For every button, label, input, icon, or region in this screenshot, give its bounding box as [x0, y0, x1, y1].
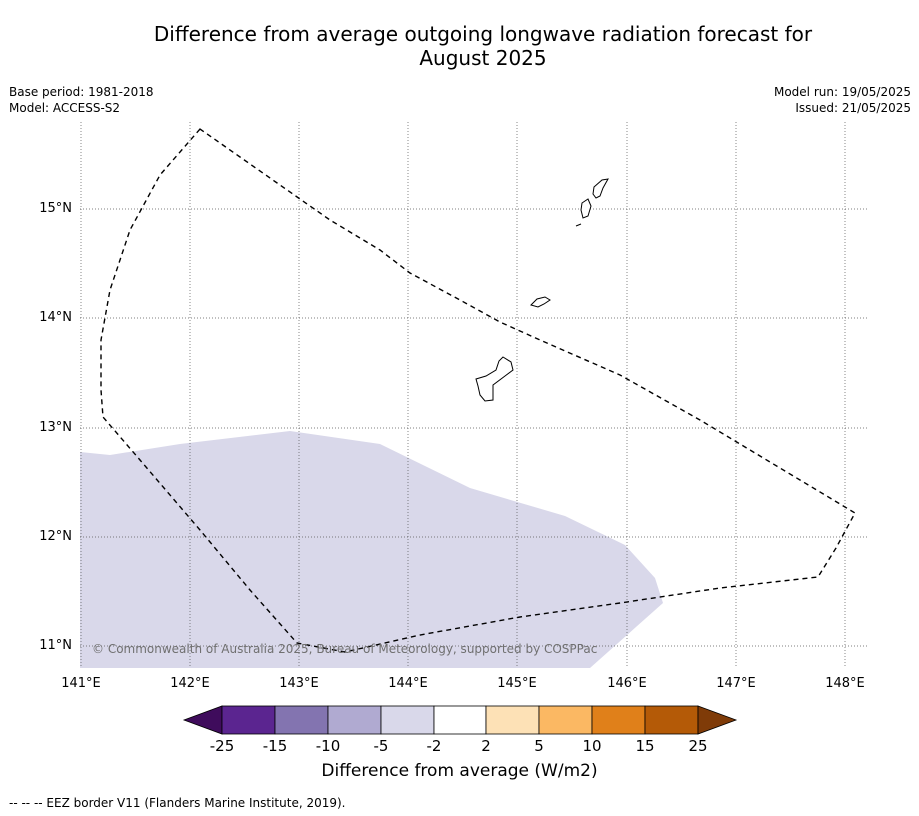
- issued-date: Issued: 21/05/2025: [795, 101, 911, 115]
- model-name: Model: ACCESS-S2: [9, 101, 121, 115]
- colorbar-tick: -25: [209, 737, 235, 755]
- colorbar-tick: -2: [426, 737, 442, 755]
- lon-label: 148°E: [825, 676, 865, 691]
- eez-footnote: -- -- -- EEZ border V11 (Flanders Marine…: [9, 796, 346, 810]
- title-line-1: Difference from average outgoing longwav…: [153, 22, 813, 46]
- colorbar-tick: -10: [315, 737, 341, 755]
- colorbar-bin: [644, 705, 699, 735]
- lon-label: 142°E: [170, 676, 210, 691]
- island-tinian: [580, 198, 592, 219]
- lon-label: 146°E: [607, 676, 647, 691]
- lat-label: 11°N: [39, 638, 72, 653]
- colorbar-bin: [433, 705, 487, 735]
- island-saipan: [592, 178, 609, 199]
- colorbar-bin: [591, 705, 646, 735]
- gridlines: [80, 122, 868, 668]
- colorbar-tick: 25: [688, 737, 708, 755]
- lat-label: 15°N: [39, 201, 72, 216]
- lon-label: 145°E: [497, 676, 537, 691]
- base-period: Base period: 1981-2018: [9, 85, 154, 99]
- colorbar-bin: [221, 705, 276, 735]
- colorbar-label: Difference from average (W/m2): [321, 761, 598, 781]
- colorbar-tick: 5: [534, 737, 544, 755]
- lat-label: 12°N: [39, 529, 72, 544]
- lat-label: 14°N: [39, 310, 72, 325]
- meta-left: Base period: 1981-2018 Model: ACCESS-S2: [9, 84, 154, 116]
- colorbar-bin: [485, 705, 540, 735]
- colorbar-tick: 10: [582, 737, 602, 755]
- meta-right: Model run: 19/05/2025 Issued: 21/05/2025: [774, 84, 911, 116]
- chart-title: Difference from average outgoing longwav…: [0, 22, 919, 70]
- island-guam: [475, 356, 514, 402]
- island-aguijan: [575, 223, 582, 227]
- title-line-2: August 2025: [419, 46, 547, 70]
- colorbar-bin: [327, 705, 382, 735]
- colorbar-bin: [538, 705, 593, 735]
- colorbar: [182, 705, 738, 735]
- colorbar-tick: 15: [635, 737, 655, 755]
- colorbar-extend-low: [182, 705, 223, 735]
- lon-label: 143°E: [279, 676, 319, 691]
- copyright-notice: © Commonwealth of Australia 2025, Bureau…: [92, 642, 598, 656]
- anomaly-region: [80, 431, 663, 668]
- lon-label: 147°E: [716, 676, 756, 691]
- colorbar-tick: 2: [481, 737, 491, 755]
- model-run: Model run: 19/05/2025: [773, 85, 911, 99]
- colorbar-extend-high: [697, 705, 738, 735]
- lat-label: 13°N: [39, 420, 72, 435]
- colorbar-tick: -5: [373, 737, 389, 755]
- lon-label: 144°E: [388, 676, 428, 691]
- island-rota: [530, 296, 551, 308]
- lon-label: 141°E: [61, 676, 101, 691]
- colorbar-tick: -15: [262, 737, 288, 755]
- colorbar-bin: [380, 705, 435, 735]
- eez-border: [100, 128, 856, 653]
- colorbar-bin: [274, 705, 329, 735]
